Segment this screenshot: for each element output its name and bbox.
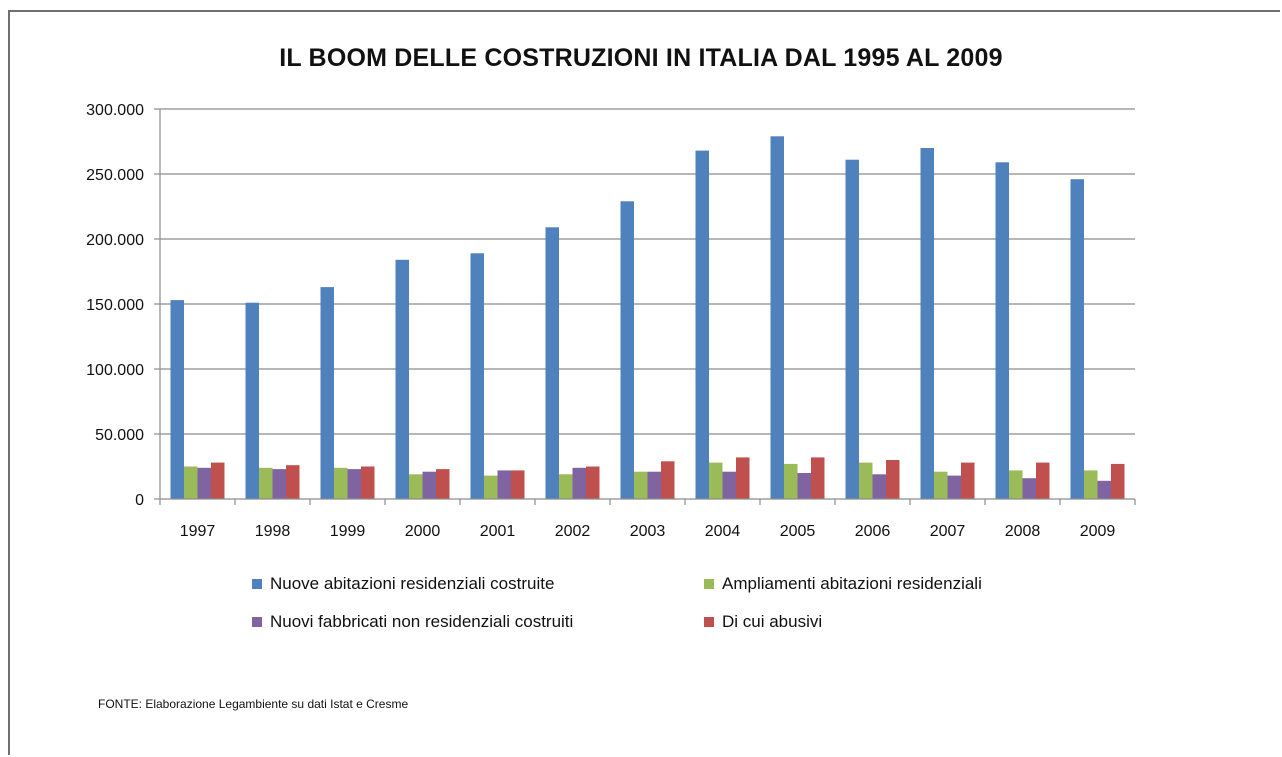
y-tick-label-1: 50.000 — [95, 427, 144, 444]
legend-item-nuovi-fabbricati: Nuovi fabbricati non residenziali costru… — [252, 612, 704, 632]
x-tick-label-2004: 2004 — [705, 523, 741, 540]
source-note: FONTE: Elaborazione Legambiente su dati … — [98, 697, 409, 711]
legend-swatch-nuove-abitazioni — [252, 579, 262, 589]
bar-2002-series-1 — [545, 227, 559, 500]
bar-2009-series-3 — [1097, 480, 1111, 499]
legend-item-nuove-abitazioni: Nuove abitazioni residenziali costruite — [252, 574, 704, 594]
x-tick-label-2005: 2005 — [780, 523, 816, 540]
bar-1997-series-3 — [197, 467, 211, 499]
bar-2002-series-4 — [586, 466, 600, 499]
bar-2003-series-1 — [620, 201, 634, 500]
bar-1999-series-3 — [347, 469, 361, 499]
bar-2008-series-3 — [1022, 478, 1036, 499]
chart-title: IL BOOM DELLE COSTRUZIONI IN ITALIA DAL … — [279, 44, 1003, 72]
legend-label-nuovi-fabbricati: Nuovi fabbricati non residenziali costru… — [270, 612, 574, 631]
bar-2008-series-1 — [995, 162, 1009, 500]
bar-2003-series-4 — [661, 461, 675, 499]
bar-2004-series-1 — [695, 150, 709, 499]
bar-2002-series-3 — [572, 467, 586, 499]
x-tick-label-1997: 1997 — [180, 523, 216, 540]
chart-frame — [8, 10, 1280, 755]
bar-2004-series-2 — [709, 462, 723, 499]
bar-2006-series-3 — [872, 474, 886, 499]
bar-1997-series-1 — [170, 300, 184, 499]
bar-2009-series-1 — [1070, 179, 1084, 499]
chart-legend: Nuove abitazioni residenziali costruite … — [252, 574, 1072, 632]
bar-2009-series-2 — [1084, 470, 1098, 499]
legend-label-nuove-abitazioni: Nuove abitazioni residenziali costruite — [270, 574, 555, 593]
bar-2007-series-1 — [920, 148, 934, 499]
bar-2003-series-3 — [647, 471, 661, 499]
bar-1999-series-2 — [334, 467, 348, 499]
bar-2001-series-4 — [511, 470, 525, 499]
bar-2003-series-2 — [634, 471, 648, 499]
bar-2001-series-3 — [497, 470, 511, 499]
bar-1997-series-4 — [211, 462, 225, 499]
bar-1999-series-4 — [361, 466, 375, 499]
legend-item-abusivi: Di cui abusivi — [704, 612, 1064, 632]
bar-2000-series-4 — [436, 469, 450, 499]
x-tick-label-2006: 2006 — [855, 523, 891, 540]
legend-swatch-abusivi — [704, 617, 714, 627]
legend-label-abusivi: Di cui abusivi — [722, 612, 823, 631]
legend-swatch-nuovi-fabbricati — [252, 617, 262, 627]
y-tick-label-6: 300.000 — [86, 102, 144, 119]
bar-2008-series-4 — [1036, 462, 1050, 499]
bar-1998-series-4 — [286, 465, 300, 499]
bar-2006-series-4 — [886, 460, 900, 499]
bar-1998-series-3 — [272, 469, 286, 499]
bar-2009-series-4 — [1111, 463, 1125, 499]
x-tick-label-2009: 2009 — [1080, 523, 1116, 540]
y-tick-label-4: 200.000 — [86, 232, 144, 249]
legend-swatch-ampliamenti — [704, 579, 714, 589]
bar-2002-series-2 — [559, 474, 573, 499]
x-tick-label-2002: 2002 — [555, 523, 591, 540]
bar-2000-series-1 — [395, 259, 409, 499]
y-tick-label-0: 0 — [135, 492, 144, 509]
bar-1998-series-1 — [245, 302, 259, 499]
bar-2001-series-2 — [484, 475, 498, 499]
bar-2000-series-3 — [422, 471, 436, 499]
legend-item-ampliamenti: Ampliamenti abitazioni residenziali — [704, 574, 1064, 594]
x-tick-label-1999: 1999 — [330, 523, 366, 540]
y-tick-label-5: 250.000 — [86, 167, 144, 184]
bar-1999-series-1 — [320, 287, 334, 499]
bar-1998-series-2 — [259, 467, 273, 499]
bar-2005-series-2 — [784, 463, 798, 499]
bar-1997-series-2 — [184, 466, 198, 499]
x-tick-label-2007: 2007 — [930, 523, 966, 540]
x-tick-label-2001: 2001 — [480, 523, 516, 540]
x-tick-label-2000: 2000 — [405, 523, 441, 540]
y-tick-label-3: 150.000 — [86, 297, 144, 314]
x-tick-label-2003: 2003 — [630, 523, 666, 540]
bar-2008-series-2 — [1009, 470, 1023, 499]
bar-2005-series-1 — [770, 136, 784, 500]
legend-label-ampliamenti: Ampliamenti abitazioni residenziali — [722, 574, 982, 593]
bar-2007-series-4 — [961, 462, 975, 499]
y-tick-label-2: 100.000 — [86, 362, 144, 379]
bar-2001-series-1 — [470, 253, 484, 499]
bar-2006-series-2 — [859, 462, 873, 499]
bar-2005-series-3 — [797, 473, 811, 499]
bar-2007-series-2 — [934, 471, 948, 499]
bar-2004-series-3 — [722, 471, 736, 499]
bar-2005-series-4 — [811, 457, 825, 499]
bar-2007-series-3 — [947, 475, 961, 499]
bar-2000-series-2 — [409, 474, 423, 499]
bar-2004-series-4 — [736, 457, 750, 499]
bar-2006-series-1 — [845, 159, 859, 499]
x-tick-label-2008: 2008 — [1005, 523, 1041, 540]
x-tick-label-1998: 1998 — [255, 523, 291, 540]
